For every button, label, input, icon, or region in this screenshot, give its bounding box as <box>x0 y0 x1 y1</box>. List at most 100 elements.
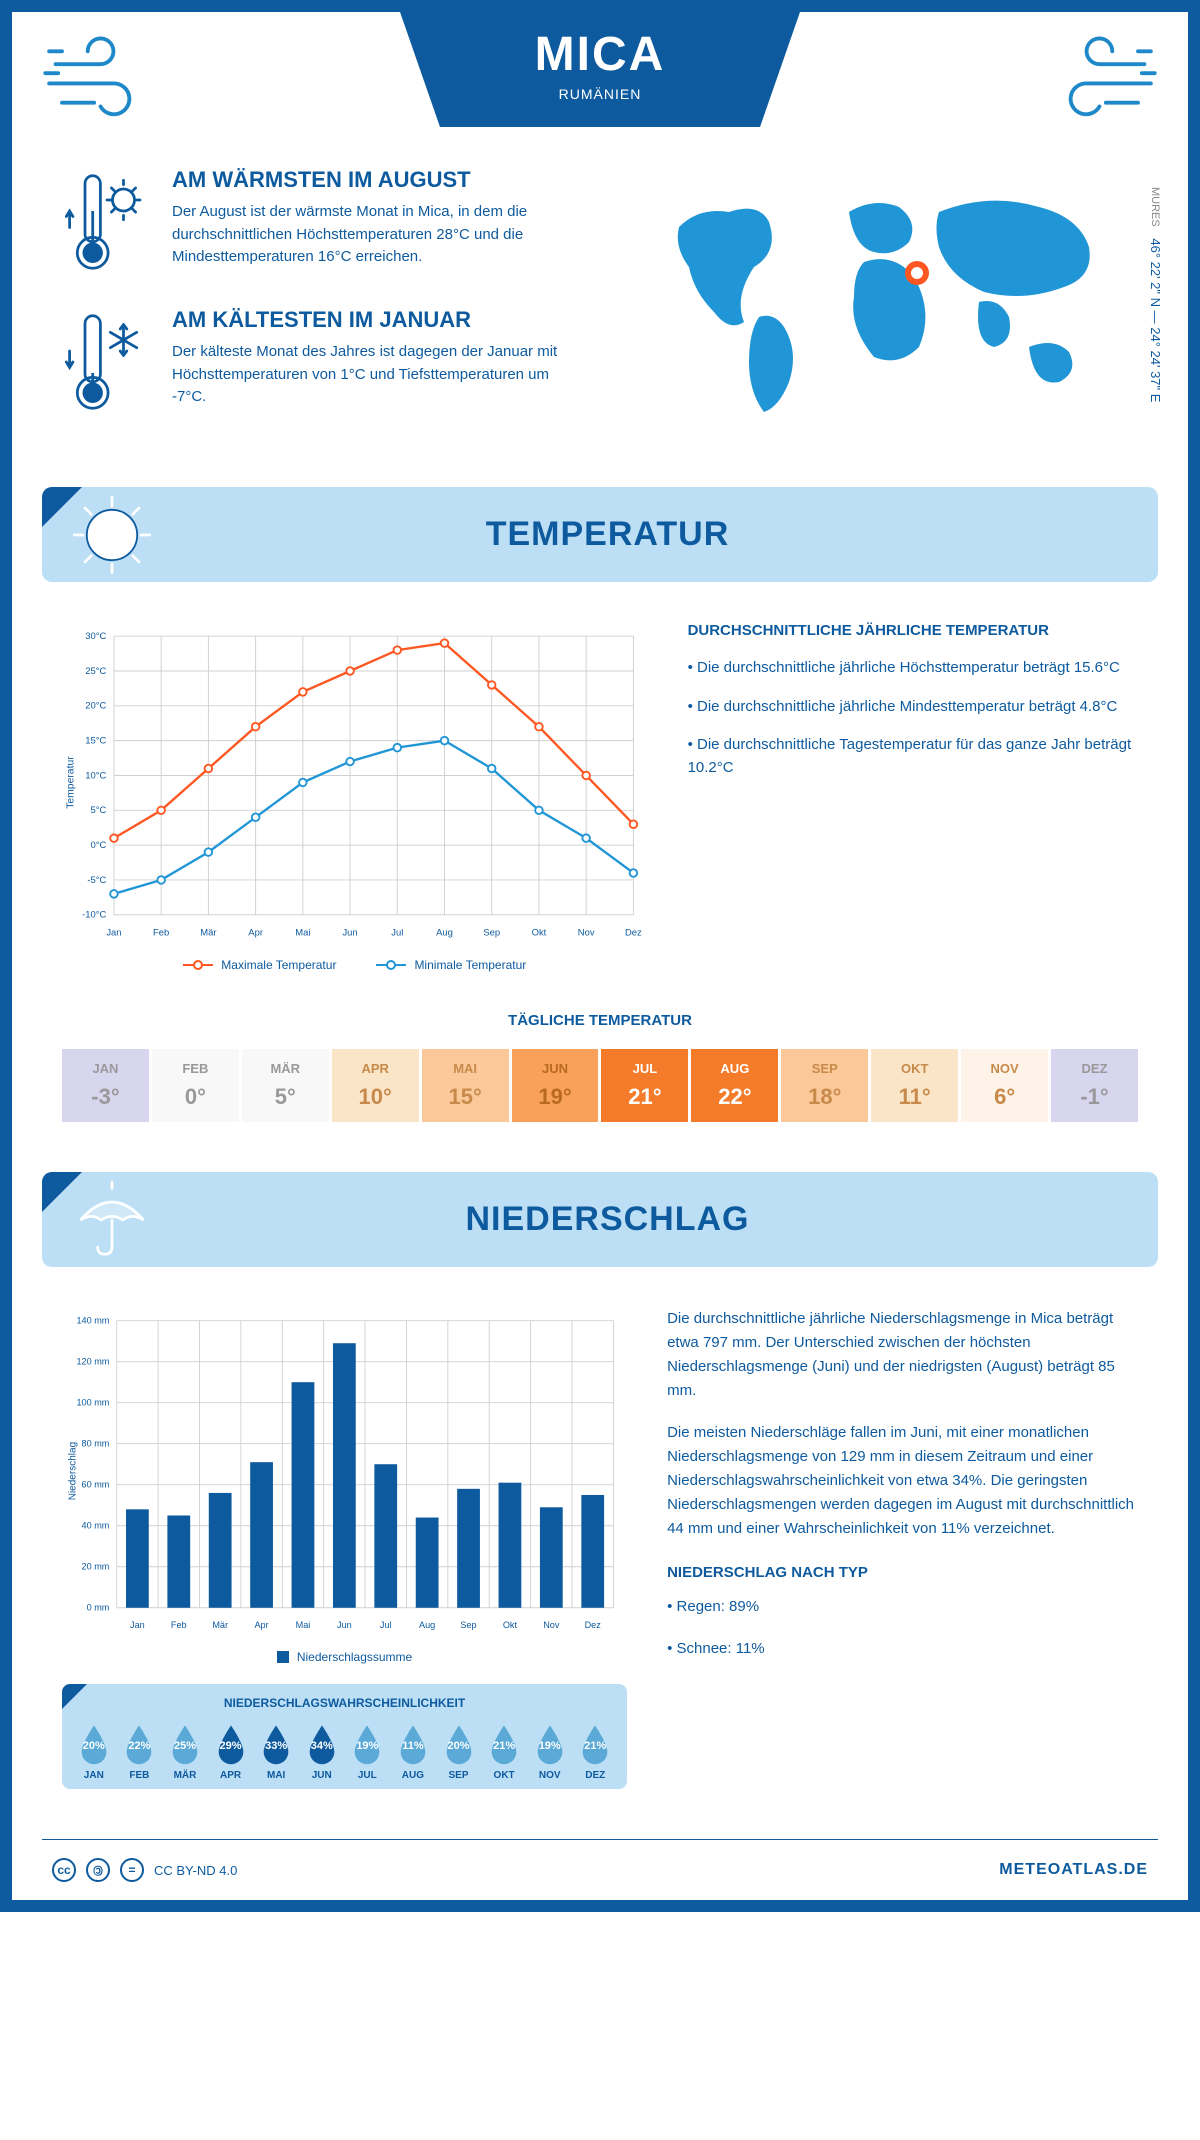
country-name: RUMÄNIEN <box>480 86 720 102</box>
svg-text:Mär: Mär <box>200 928 216 939</box>
svg-text:80 mm: 80 mm <box>82 1439 110 1449</box>
thermometer-cold-icon <box>62 307 152 417</box>
svg-text:10°C: 10°C <box>85 770 106 781</box>
precipitation-legend: Niederschlagssumme <box>62 1650 627 1664</box>
svg-text:Jun: Jun <box>337 1620 352 1630</box>
daily-temp-cell: JAN-3° <box>62 1049 149 1122</box>
temperature-section: -10°C -5°C 0°C 5°C 10°C 15°C 20°C 25°C 30°C Jan Fe… <box>12 582 1188 1002</box>
by-icon: 🄯 <box>86 1858 110 1882</box>
svg-text:Apr: Apr <box>254 1620 268 1630</box>
svg-text:-10°C: -10°C <box>82 910 106 921</box>
daily-temp-cell: MÄR5° <box>242 1049 329 1122</box>
svg-text:15°C: 15°C <box>85 735 106 746</box>
daily-temperature: TÄGLICHE TEMPERATUR JAN-3°FEB0°MÄR5°APR1… <box>12 1002 1188 1172</box>
probability-cell: 22% FEB <box>118 1722 162 1781</box>
daily-temp-cell: JUN19° <box>512 1049 599 1122</box>
svg-text:0 mm: 0 mm <box>87 1603 110 1613</box>
map-pin <box>905 261 929 285</box>
svg-text:20 mm: 20 mm <box>82 1562 110 1572</box>
probability-cell: 34% JUN <box>300 1722 344 1781</box>
svg-text:25°C: 25°C <box>85 666 106 677</box>
svg-text:5°C: 5°C <box>91 805 107 816</box>
svg-text:Aug: Aug <box>419 1620 435 1630</box>
warmest-text: Der August ist der wärmste Monat in Mica… <box>172 201 580 269</box>
probability-cell: 33% MAI <box>254 1722 298 1781</box>
probability-cell: 20% SEP <box>437 1722 481 1781</box>
thermometer-hot-icon <box>62 167 152 277</box>
probability-cell: 25% MÄR <box>163 1722 207 1781</box>
intro-section: AM WÄRMSTEN IM AUGUST Der August ist der… <box>12 137 1188 487</box>
daily-temp-cell: APR10° <box>332 1049 419 1122</box>
svg-text:Feb: Feb <box>153 928 169 939</box>
probability-cell: 11% AUG <box>391 1722 435 1781</box>
site-name: METEOATLAS.DE <box>999 1861 1148 1879</box>
probability-cell: 29% APR <box>209 1722 253 1781</box>
temperature-bullet: • Die durchschnittliche Tagestemperatur … <box>688 734 1138 779</box>
svg-text:Aug: Aug <box>436 928 453 939</box>
temperature-legend: Maximale Temperatur Minimale Temperatur <box>62 958 648 972</box>
svg-text:Okt: Okt <box>532 928 547 939</box>
svg-text:Jan: Jan <box>106 928 121 939</box>
svg-text:Jan: Jan <box>130 1620 145 1630</box>
svg-text:120 mm: 120 mm <box>76 1357 109 1367</box>
svg-text:Jul: Jul <box>380 1620 392 1630</box>
temperature-line-chart: -10°C -5°C 0°C 5°C 10°C 15°C 20°C 25°C 30°C Jan Fe… <box>62 622 648 943</box>
coordinates: MURES 46° 22' 2" N — 24° 24' 37" E <box>1148 187 1163 402</box>
probability-cell: 21% DEZ <box>574 1722 618 1781</box>
daily-temp-cell: SEP18° <box>781 1049 868 1122</box>
footer: cc 🄯 = CC BY-ND 4.0 METEOATLAS.DE <box>42 1839 1158 1900</box>
daily-temp-cell: JUL21° <box>601 1049 688 1122</box>
probability-cell: 19% JUL <box>346 1722 390 1781</box>
probability-cell: 20% JAN <box>72 1722 116 1781</box>
svg-text:Mai: Mai <box>295 928 310 939</box>
svg-text:0°C: 0°C <box>91 840 107 851</box>
daily-temp-cell: AUG22° <box>691 1049 778 1122</box>
svg-text:Niederschlag: Niederschlag <box>68 1442 79 1500</box>
coldest-fact: AM KÄLTESTEN IM JANUAR Der kälteste Mona… <box>62 307 580 417</box>
temperature-bullet: • Die durchschnittliche jährliche Mindes… <box>688 696 1138 719</box>
daily-temp-cell: FEB0° <box>152 1049 239 1122</box>
svg-text:Dez: Dez <box>585 1620 602 1630</box>
daily-temp-cell: MAI15° <box>422 1049 509 1122</box>
svg-text:Sep: Sep <box>460 1620 476 1630</box>
svg-text:Jun: Jun <box>342 928 357 939</box>
temperature-bullet: • Die durchschnittliche jährliche Höchst… <box>688 657 1138 680</box>
svg-text:Mär: Mär <box>212 1620 228 1630</box>
warmest-fact: AM WÄRMSTEN IM AUGUST Der August ist der… <box>62 167 580 277</box>
daily-temp-cell: DEZ-1° <box>1051 1049 1138 1122</box>
license-text: CC BY-ND 4.0 <box>154 1863 237 1878</box>
nd-icon: = <box>120 1858 144 1882</box>
precipitation-probability: NIEDERSCHLAGSWAHRSCHEINLICHKEIT 20% JAN … <box>62 1684 627 1789</box>
svg-text:30°C: 30°C <box>85 631 106 642</box>
svg-text:Apr: Apr <box>248 928 263 939</box>
precipitation-type-item: • Regen: 89% <box>667 1595 1138 1619</box>
probability-cell: 21% OKT <box>482 1722 526 1781</box>
probability-cell: 19% NOV <box>528 1722 572 1781</box>
warmest-title: AM WÄRMSTEN IM AUGUST <box>172 167 580 193</box>
title-banner: MICA RUMÄNIEN <box>400 12 800 127</box>
cc-icon: cc <box>52 1858 76 1882</box>
precipitation-bar-chart: 0 mm20 mm40 mm60 mm80 mm100 mm120 mm140 … <box>62 1307 627 1635</box>
wind-icon-left <box>42 32 172 122</box>
precipitation-type-item: • Schnee: 11% <box>667 1637 1138 1661</box>
svg-text:-5°C: -5°C <box>87 875 106 886</box>
svg-text:140 mm: 140 mm <box>76 1316 109 1326</box>
wind-icon-right <box>1028 32 1158 122</box>
svg-text:Nov: Nov <box>543 1620 560 1630</box>
world-map <box>620 167 1138 427</box>
temperature-info: DURCHSCHNITTLICHE JÄHRLICHE TEMPERATUR •… <box>688 622 1138 972</box>
coldest-title: AM KÄLTESTEN IM JANUAR <box>172 307 580 333</box>
daily-temp-cell: NOV6° <box>961 1049 1048 1122</box>
svg-text:Temperatur: Temperatur <box>65 756 76 809</box>
coldest-text: Der kälteste Monat des Jahres ist dagege… <box>172 341 580 409</box>
city-name: MICA <box>480 27 720 82</box>
svg-text:Nov: Nov <box>578 928 595 939</box>
svg-text:Sep: Sep <box>483 928 500 939</box>
precipitation-banner: NIEDERSCHLAG <box>42 1172 1158 1267</box>
daily-temp-cell: OKT11° <box>871 1049 958 1122</box>
precipitation-section: 0 mm20 mm40 mm60 mm80 mm100 mm120 mm140 … <box>12 1267 1188 1819</box>
svg-text:20°C: 20°C <box>85 701 106 712</box>
temperature-banner: TEMPERATUR <box>42 487 1158 582</box>
svg-text:60 mm: 60 mm <box>82 1480 110 1490</box>
header: MICA RUMÄNIEN <box>12 12 1188 137</box>
